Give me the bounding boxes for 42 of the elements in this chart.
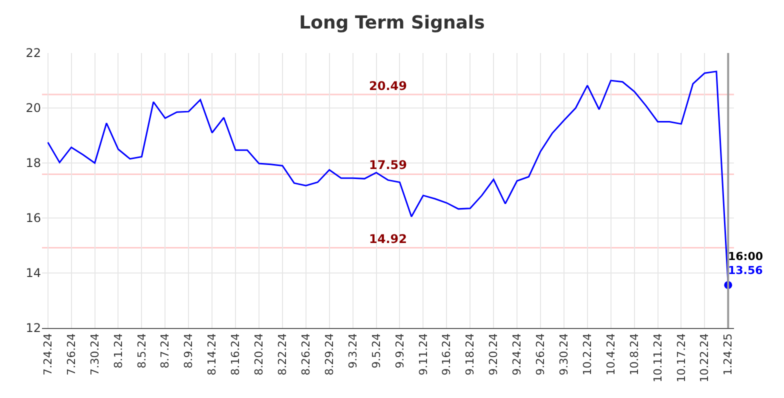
x-tick-label: 1.24.25 (722, 333, 735, 376)
ref-line-label: 20.49 (369, 79, 407, 93)
x-tick-label: 7.26.24 (64, 333, 78, 376)
ref-line-label: 14.92 (369, 232, 407, 246)
x-tick-label: 9.30.24 (558, 333, 571, 376)
x-tick-label: 10.4.24 (604, 333, 618, 376)
ref-line-label: 17.59 (369, 158, 407, 172)
x-tick-label: 10.22.24 (698, 333, 712, 382)
x-tick-label: 8.22.24 (276, 333, 290, 376)
x-tick-label: 7.30.24 (88, 333, 102, 376)
x-tick-label: 9.18.24 (464, 333, 477, 376)
x-tick-label: 8.7.24 (158, 333, 172, 368)
x-tick-label: 9.11.24 (416, 333, 430, 376)
y-tick-label: 14 (26, 266, 41, 280)
x-tick-label: 8.26.24 (299, 333, 312, 376)
annotation: 16:00 (728, 250, 764, 263)
y-tick-label: 18 (26, 156, 41, 170)
x-tick-label: 10.17.24 (674, 333, 688, 382)
y-tick-label: 16 (26, 211, 41, 226)
x-tick-label: 9.16.24 (440, 333, 454, 376)
x-tick-label: 8.29.24 (322, 333, 336, 376)
x-tick-label: 10.2.24 (580, 333, 594, 376)
y-tick-label: 22 (26, 46, 41, 60)
x-tick-label: 8.5.24 (135, 333, 148, 368)
x-tick-label: 9.3.24 (346, 333, 360, 368)
x-tick-label: 10.11.24 (651, 333, 664, 382)
x-tick-label: 10.8.24 (628, 333, 641, 376)
x-tick-label: 8.20.24 (252, 333, 266, 376)
chart-title: Long Term Signals (299, 12, 485, 34)
x-tick-label: 7.24.24 (41, 333, 54, 376)
x-tick-label: 8.1.24 (112, 333, 125, 368)
data-label: 13.56 (728, 264, 764, 277)
x-tick-label: 8.9.24 (182, 333, 196, 368)
x-tick-label: 8.14.24 (206, 333, 219, 376)
x-tick-label: 9.26.24 (534, 333, 548, 376)
x-tick-label: 9.5.24 (370, 333, 383, 368)
x-tick-label: 9.20.24 (487, 333, 500, 376)
y-tick-label: 20 (26, 101, 41, 116)
x-tick-label: 9.9.24 (393, 333, 406, 368)
y-tick-label: 12 (26, 321, 41, 336)
x-tick-label: 9.24.24 (510, 333, 524, 376)
x-tick-label: 8.16.24 (229, 333, 242, 376)
